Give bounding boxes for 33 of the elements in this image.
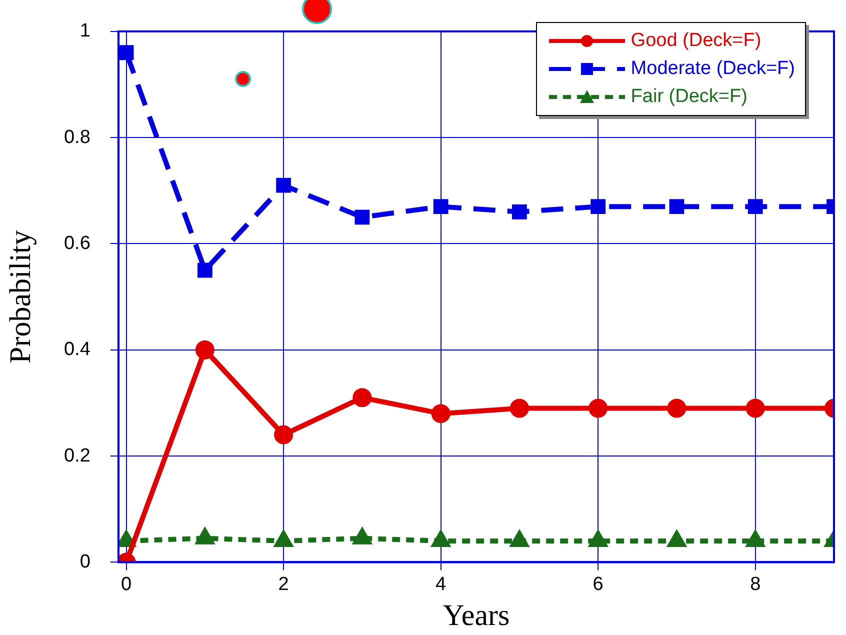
point	[748, 199, 763, 214]
y-tick-label: 0	[80, 551, 90, 572]
y-tick-label: 0.6	[64, 232, 90, 254]
x-axis-title: Years	[442, 598, 510, 632]
x-tick-label: 2	[278, 574, 289, 595]
y-tick-label: 0.4	[64, 339, 91, 360]
point	[669, 199, 684, 214]
legend-label: Good (Deck=F)	[630, 30, 762, 52]
point	[431, 404, 450, 424]
point	[276, 178, 291, 193]
point	[588, 398, 608, 418]
point	[510, 398, 529, 418]
point	[354, 210, 370, 225]
point	[746, 398, 765, 418]
point	[512, 204, 527, 220]
point	[274, 425, 294, 444]
legend-label: Moderate (Deck=F)	[630, 58, 795, 80]
y-tick-label: 1	[80, 20, 90, 42]
y-tick-label: 0.8	[64, 126, 90, 148]
point	[118, 45, 134, 60]
point	[433, 199, 448, 214]
x-tick-label: 8	[750, 574, 761, 595]
point	[667, 398, 686, 418]
y-axis-title: Probability	[4, 230, 37, 364]
legend-label: Fair (Deck=F)	[630, 86, 748, 108]
x-tick-label: 0	[120, 574, 132, 595]
point	[195, 340, 214, 360]
point	[197, 262, 212, 278]
x-tick-label: 6	[592, 574, 604, 595]
point	[352, 388, 372, 408]
x-tick-label: 4	[436, 574, 447, 595]
y-tick-label: 0.2	[64, 445, 90, 466]
point	[590, 199, 606, 214]
